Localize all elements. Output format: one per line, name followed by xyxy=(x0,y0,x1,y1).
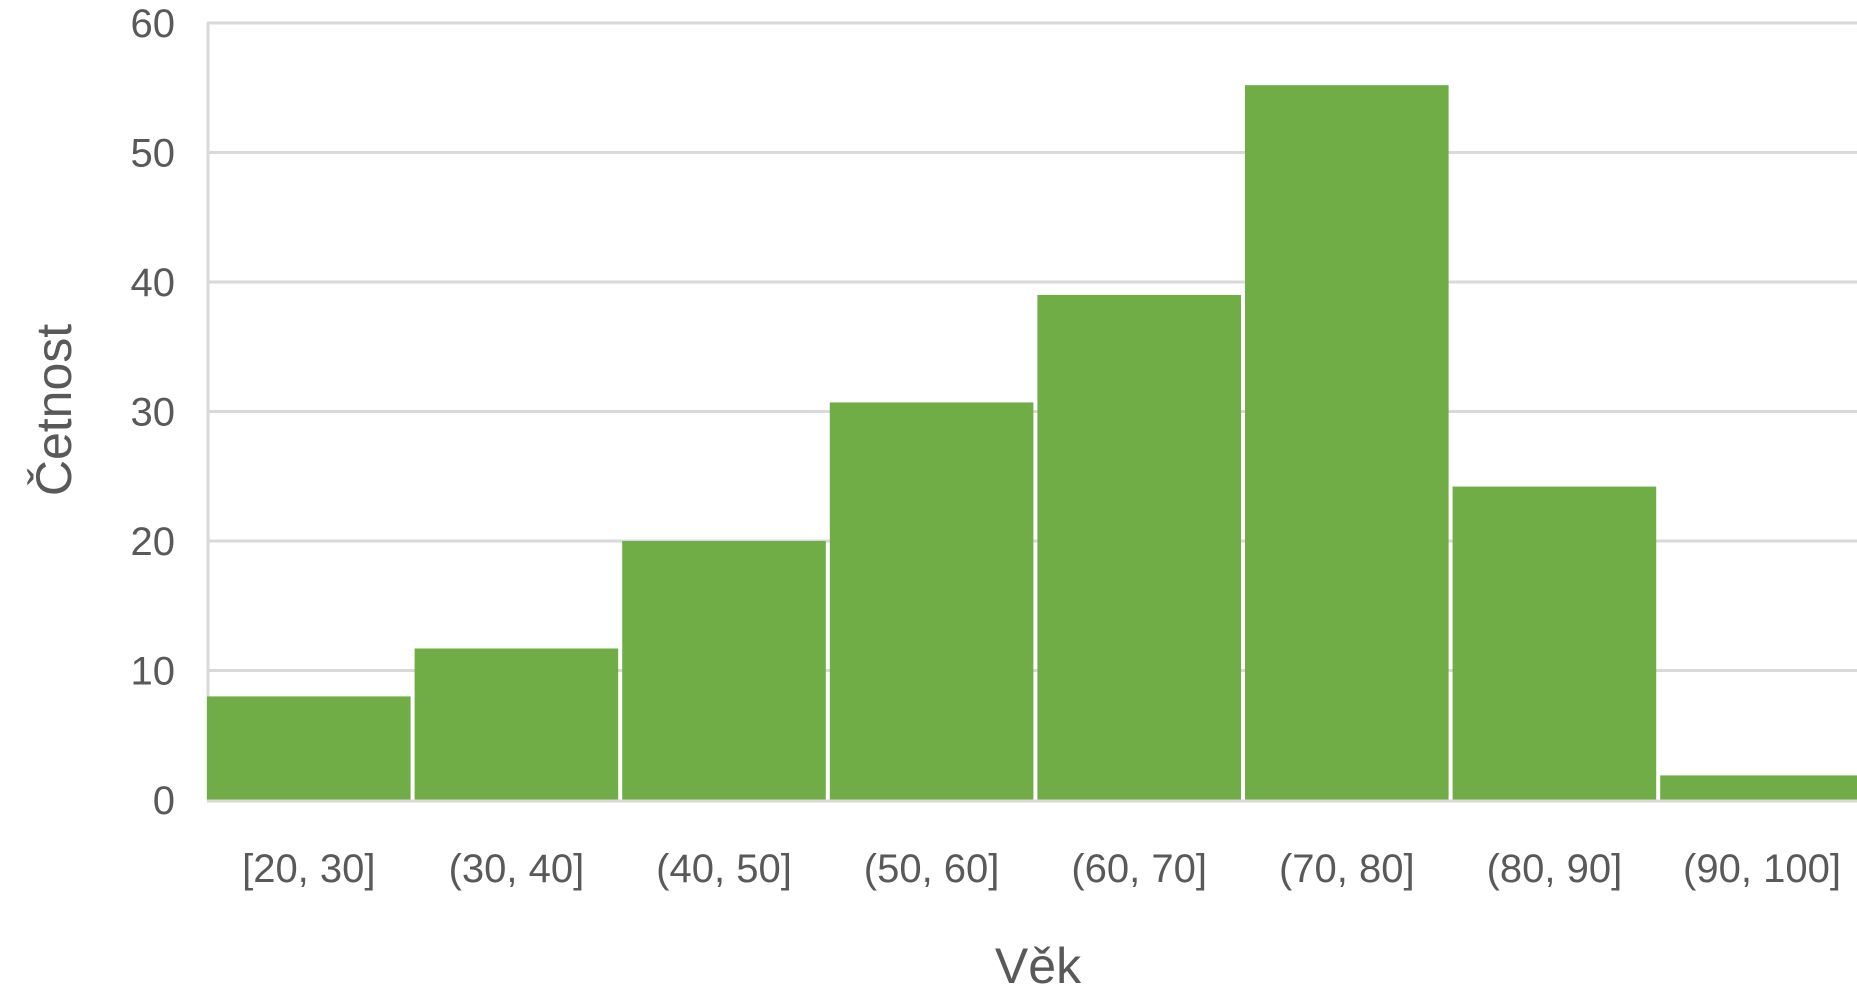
y-tick-label-50: 50 xyxy=(131,132,176,176)
y-tick-labels: 0 10 20 30 40 50 60 xyxy=(131,2,176,823)
bars xyxy=(207,85,1857,800)
bar-7 xyxy=(1660,775,1857,800)
x-tick-label-2: (40, 50] xyxy=(656,847,792,891)
bar-5 xyxy=(1245,85,1449,800)
y-axis-title: Četnost xyxy=(26,324,82,496)
y-tick-label-30: 30 xyxy=(131,391,176,435)
x-tick-label-5: (70, 80] xyxy=(1279,847,1415,891)
bar-6 xyxy=(1452,486,1657,800)
x-tick-label-4: (60, 70] xyxy=(1071,847,1207,891)
y-tick-label-10: 10 xyxy=(131,650,176,694)
y-tick-label-40: 40 xyxy=(131,261,176,305)
x-tick-label-6: (80, 90] xyxy=(1487,847,1623,891)
y-tick-label-20: 20 xyxy=(131,520,176,564)
bar-2 xyxy=(622,541,826,800)
bar-0 xyxy=(207,696,411,800)
x-tick-label-3: (50, 60] xyxy=(864,847,1000,891)
bar-1 xyxy=(414,648,619,800)
x-tick-label-0: [20, 30] xyxy=(242,847,375,891)
y-tick-label-0: 0 xyxy=(153,779,175,823)
y-tick-label-60: 60 xyxy=(131,2,176,46)
x-tick-labels: [20, 30] (30, 40] (40, 50] (50, 60] (60, 70]… xyxy=(242,847,1841,891)
bar-4 xyxy=(1037,294,1241,800)
bar-3 xyxy=(829,402,1034,800)
x-tick-label-7: (90, 100] xyxy=(1683,847,1841,891)
x-tick-label-1: (30, 40] xyxy=(449,847,585,891)
x-axis-title: Věk xyxy=(995,938,1082,990)
